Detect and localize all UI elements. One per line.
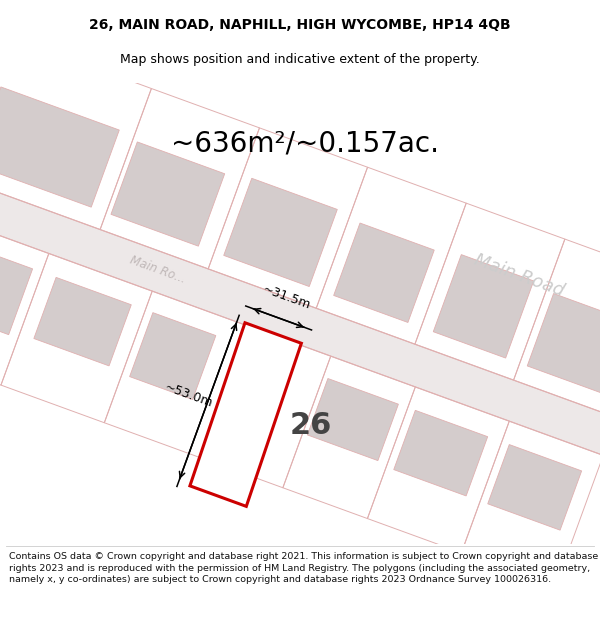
Polygon shape xyxy=(34,278,131,366)
Polygon shape xyxy=(111,142,224,246)
Polygon shape xyxy=(0,182,600,472)
Polygon shape xyxy=(394,411,488,496)
Polygon shape xyxy=(0,236,32,334)
Text: ~31.5m: ~31.5m xyxy=(260,282,312,312)
Polygon shape xyxy=(334,223,434,322)
Text: ~53.0m: ~53.0m xyxy=(163,380,215,410)
Polygon shape xyxy=(433,254,533,358)
Polygon shape xyxy=(307,379,398,461)
Polygon shape xyxy=(130,312,216,399)
Polygon shape xyxy=(488,444,581,530)
Polygon shape xyxy=(190,322,301,506)
Polygon shape xyxy=(224,178,337,286)
Text: 26, MAIN ROAD, NAPHILL, HIGH WYCOMBE, HP14 4QB: 26, MAIN ROAD, NAPHILL, HIGH WYCOMBE, HP… xyxy=(89,18,511,32)
Polygon shape xyxy=(527,294,600,396)
Polygon shape xyxy=(0,87,119,207)
Text: 26: 26 xyxy=(290,411,332,440)
Text: Map shows position and indicative extent of the property.: Map shows position and indicative extent… xyxy=(120,53,480,66)
Text: Main Road: Main Road xyxy=(472,251,567,301)
Text: Main Ro...: Main Ro... xyxy=(128,254,188,286)
Text: ~636m²/~0.157ac.: ~636m²/~0.157ac. xyxy=(171,129,439,158)
Text: Contains OS data © Crown copyright and database right 2021. This information is : Contains OS data © Crown copyright and d… xyxy=(9,552,598,584)
